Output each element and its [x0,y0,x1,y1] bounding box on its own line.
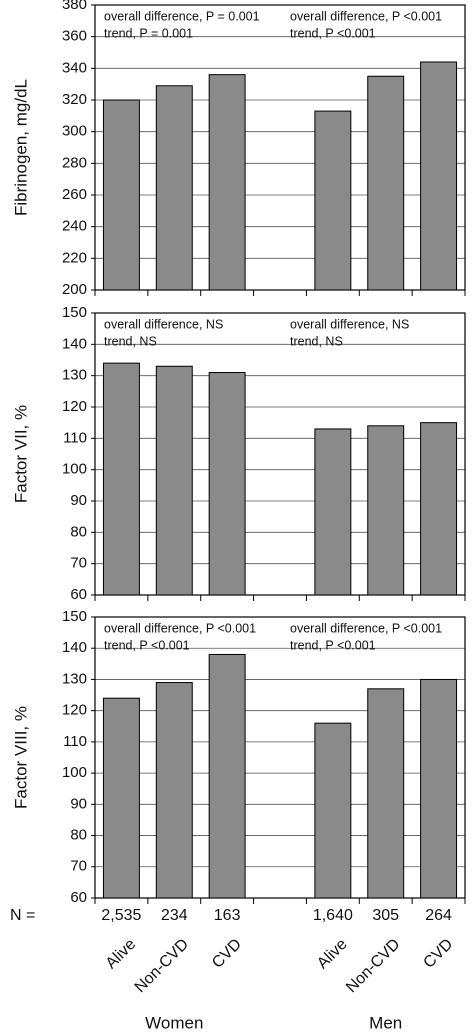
bar [420,61,458,291]
y-tick-label: 280 [62,154,87,171]
group-label: Women [145,1013,203,1032]
bar [367,425,405,596]
y-tick-label: 340 [62,59,87,76]
annotation: trend, P = 0.001 [104,26,193,40]
y-tick-label: 60 [70,586,87,603]
y-tick-label: 380 [62,0,87,13]
y-axis-label: Fibrinogen, mg/dL [11,79,30,216]
y-tick-label: 110 [63,429,87,446]
annotation: overall difference, P <0.001 [104,621,256,635]
n-value: 264 [425,907,452,924]
bar [155,682,193,899]
n-value: 1,640 [313,907,353,924]
bar [420,422,458,596]
bar [367,688,405,899]
bar [155,365,193,596]
x-tick-label: Alive [103,936,140,973]
y-tick-label: 110 [63,733,87,750]
y-tick-label: 150 [62,304,87,321]
y-tick-label: 100 [62,461,87,478]
x-tick-label: Non-CVD [132,936,192,996]
x-tick-label: CVD [420,936,456,972]
bar [208,372,246,596]
x-tick-label: Non-CVD [343,936,403,996]
y-tick-label: 150 [62,608,87,625]
y-tick-label: 240 [62,218,87,235]
bar [367,75,405,291]
annotation: trend, NS [104,334,157,348]
y-tick-label: 90 [70,795,87,812]
annotation: trend, P <0.001 [104,638,190,652]
y-tick-label: 260 [62,186,87,203]
n-value: 163 [214,907,241,924]
y-tick-label: 320 [62,91,87,108]
annotation: overall difference, NS [290,317,409,331]
annotation: trend, P <0.001 [290,638,376,652]
y-tick-label: 200 [62,281,87,298]
y-tick-label: 100 [62,764,87,781]
n-value: 234 [161,907,188,924]
bar [208,653,246,899]
n-value: 2,535 [101,907,141,924]
x-tick-label: CVD [209,936,245,972]
bar [314,722,352,899]
y-tick-label: 130 [62,367,87,384]
y-tick-label: 220 [62,249,87,266]
bar [155,85,193,291]
y-axis-label: Factor VII, % [11,405,30,503]
annotation: trend, NS [290,334,343,348]
annotation: overall difference, NS [104,317,223,331]
annotation: overall difference, P <0.001 [290,9,442,23]
y-tick-label: 70 [70,555,87,572]
y-axis-label: Factor VIII, % [11,706,30,809]
y-tick-label: 130 [62,670,87,687]
annotation: overall difference, P <0.001 [290,621,442,635]
x-tick-label: Alive [314,936,351,973]
annotation: trend, P <0.001 [290,26,376,40]
y-tick-label: 80 [70,827,87,844]
y-tick-label: 300 [62,123,87,140]
y-tick-label: 360 [62,28,87,45]
plot-frame [94,312,466,596]
y-tick-label: 60 [70,889,87,906]
bar [102,697,140,899]
y-tick-label: 120 [62,398,87,415]
y-tick-label: 140 [62,335,87,352]
bar [420,678,458,899]
y-tick-label: 140 [62,639,87,656]
y-tick-label: 80 [70,523,87,540]
y-tick-label: 70 [70,858,87,875]
bar [102,99,140,291]
plot-frame [94,4,466,291]
n-value: 305 [372,907,399,924]
n-label: N = [10,907,35,924]
bar [314,110,352,291]
bar [208,74,246,291]
y-tick-label: 90 [70,492,87,509]
annotation: overall difference, P = 0.001 [104,9,260,23]
group-label: Men [369,1013,402,1032]
bar [102,362,140,596]
y-tick-label: 120 [62,702,87,719]
plot-frame [94,616,466,899]
bar [314,428,352,596]
